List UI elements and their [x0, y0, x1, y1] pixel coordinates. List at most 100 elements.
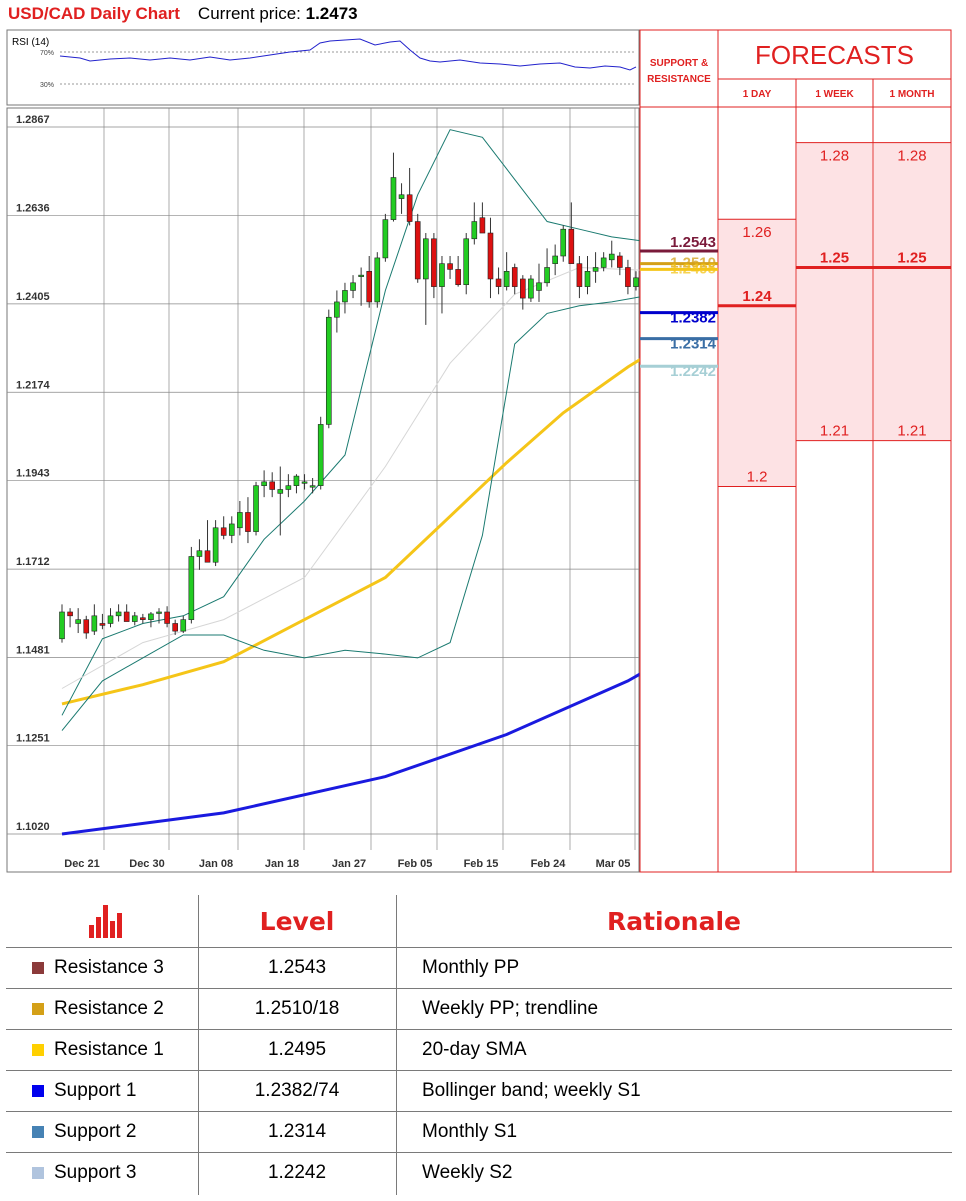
table-divider-2	[396, 895, 397, 1195]
candle-body	[277, 489, 284, 494]
x-tick-label: Dec 30	[129, 858, 164, 870]
candle-body	[503, 271, 510, 287]
plot-grid: 1.2867 1.2636 1.2405 1.2174 1.1943 1.1712 1.14…	[7, 108, 639, 850]
table-divider-1	[198, 895, 199, 1195]
candle-body	[390, 177, 397, 220]
indicator-lines	[61, 129, 670, 836]
candle-body	[592, 267, 599, 272]
x-tick-label: Jan 08	[199, 858, 233, 870]
candle-body	[269, 481, 275, 490]
forecast-low-label: 1.2	[747, 469, 768, 486]
candle-body	[528, 278, 534, 299]
candle-body	[342, 290, 348, 303]
candle-body	[552, 255, 558, 264]
level-value: 1.2314	[267, 1120, 327, 1142]
level-label: 1.2242	[670, 363, 716, 380]
rsi-panel: RSI (14) 70% 30%	[6, 29, 640, 106]
sr-label-1: SUPPORT &	[650, 58, 708, 69]
y-tick-label: 1.2405	[16, 291, 50, 303]
level-label: 1.2382	[670, 310, 716, 327]
table-row: Support 3 1.2242 Weekly S2	[6, 1152, 952, 1193]
x-tick-label: Jan 27	[332, 858, 366, 870]
level-color-swatch	[32, 1043, 44, 1056]
level-name-cell: Resistance 3	[6, 947, 198, 988]
level-name: Support 3	[54, 1161, 137, 1183]
forecast-range	[719, 219, 795, 487]
candle-body	[439, 263, 445, 287]
table-row: Resistance 1 1.2495 20-day SMA	[6, 1029, 952, 1071]
y-tick-label: 1.2636	[16, 202, 50, 214]
level-color-swatch	[32, 1125, 44, 1138]
candle-body	[350, 282, 356, 291]
candle-body	[188, 556, 195, 620]
level-rationale: Weekly PP; trendline	[422, 997, 599, 1019]
forecasts-title: FORECASTS	[755, 40, 914, 70]
x-tick-label: Dec 21	[64, 858, 99, 870]
level-rationale: Monthly PP	[422, 956, 520, 978]
candle-body	[115, 611, 122, 617]
level-value: 1.2543	[267, 956, 327, 978]
candle-body	[447, 263, 453, 270]
x-tick-label: Feb 15	[464, 858, 499, 870]
forecast-mid-label: 1.25	[897, 249, 926, 266]
level-label: 1.2543	[670, 234, 716, 251]
candle-body	[131, 615, 138, 622]
candle-body	[495, 278, 502, 287]
candle-body	[633, 277, 639, 287]
line-sma_long	[61, 656, 670, 836]
candle-body	[253, 485, 259, 532]
candle-body	[309, 485, 316, 488]
table-header-row: Level Rationale	[6, 895, 952, 948]
line-sma_mid	[61, 340, 670, 706]
rsi-label: RSI (14)	[12, 37, 49, 48]
candle-body	[148, 613, 154, 620]
y-tick-label: 1.1020	[16, 821, 50, 833]
level-name: Resistance 3	[54, 956, 164, 978]
level-name-cell: Support 1	[6, 1070, 198, 1111]
y-tick-label: 1.2174	[16, 379, 51, 391]
level-name: Support 2	[54, 1120, 137, 1142]
candle-body	[487, 232, 494, 280]
candle-body	[366, 271, 373, 303]
forecast-panel: FORECASTS SUPPORT & RESISTANCE 1 DAY 1.26 1.2…	[639, 29, 952, 873]
x-tick-label: Jan 18	[265, 858, 299, 870]
sr-label-2: RESISTANCE	[647, 74, 711, 85]
candle-body	[608, 253, 615, 261]
forecast-range	[874, 142, 950, 441]
candle-body	[172, 623, 178, 632]
line-bb_mid	[61, 266, 669, 689]
level-name-cell: Support 2	[6, 1111, 198, 1152]
y-tick-label: 1.1481	[16, 645, 50, 657]
candle-body	[374, 257, 381, 303]
forecast-col-header: 1 WEEK	[815, 89, 854, 100]
candle-body	[536, 282, 542, 291]
bar-chart-icon	[86, 895, 126, 947]
chart-title: USD/CAD Daily Chart	[8, 4, 180, 23]
rationale-header: Rationale	[606, 906, 741, 936]
candle-body	[237, 512, 243, 529]
chart-header: USD/CAD Daily Chart Current price: 1.2473	[8, 4, 358, 28]
level-value: 1.2382/74	[254, 1079, 340, 1101]
candle-body	[83, 619, 90, 634]
level-value: 1.2242	[267, 1161, 327, 1183]
table-row: Support 1 1.2382/74 Bollinger band; weekly…	[6, 1070, 952, 1112]
candle-body	[382, 219, 389, 259]
candle-body	[463, 238, 470, 286]
candle-body	[196, 550, 203, 557]
level-header: Level	[259, 906, 335, 936]
candle-body	[261, 481, 267, 486]
candle-body	[204, 550, 211, 563]
price-label: Current price:	[197, 4, 306, 23]
candle-body	[212, 527, 219, 563]
candle-body	[520, 278, 526, 299]
candle-body	[293, 475, 300, 486]
line-bb_lower	[61, 295, 669, 731]
y-tick-label: 1.1251	[16, 733, 50, 745]
table-row: Support 2 1.2314 Monthly S1	[6, 1111, 952, 1153]
candle-body	[123, 611, 130, 622]
rsi-level-70: 70%	[40, 50, 54, 57]
candle-body	[91, 615, 98, 632]
candle-body	[301, 481, 308, 484]
forecast-col-header: 1 DAY	[743, 89, 772, 100]
x-axis-ticks: Dec 21 Dec 30 Jan 08 Jan 18 Jan 27 Feb 05 Feb …	[64, 858, 630, 870]
